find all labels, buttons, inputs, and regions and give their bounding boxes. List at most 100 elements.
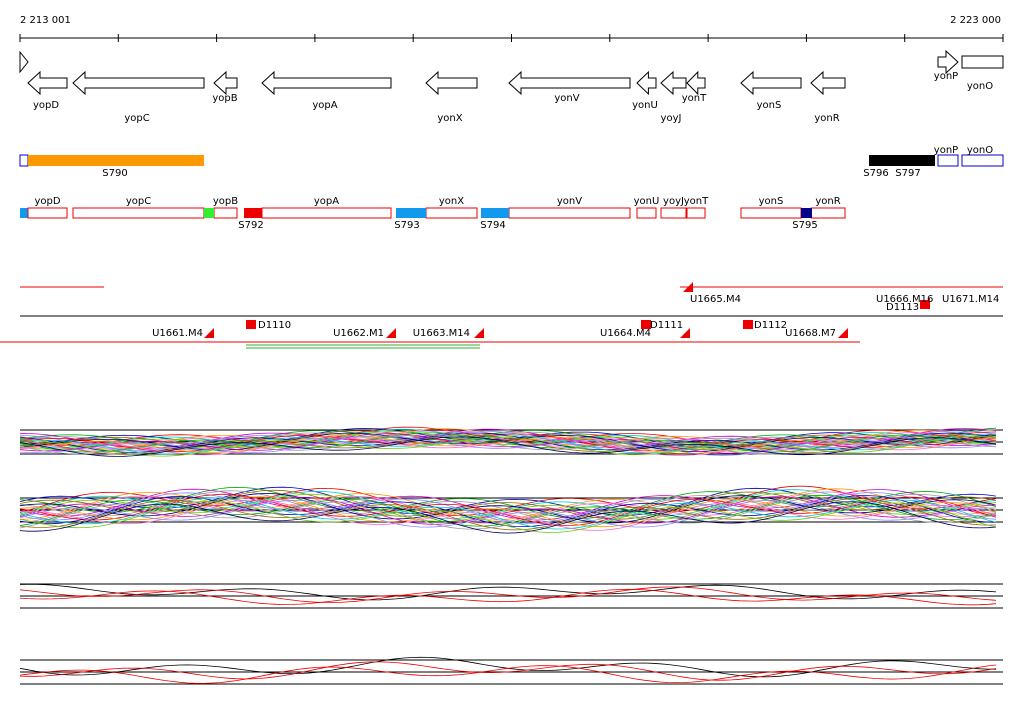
segment <box>961 154 1004 167</box>
unit-label: U1665.M4 <box>690 294 741 305</box>
expression-line <box>19 497 997 530</box>
transcript <box>261 207 392 219</box>
expression-line <box>19 431 997 452</box>
segment-label: S790 <box>102 168 127 179</box>
transcript <box>740 207 802 219</box>
gene-label: yopC <box>124 113 149 124</box>
gene-arrow <box>937 49 959 75</box>
expression-line <box>19 500 997 533</box>
transcript <box>72 207 205 219</box>
unit-label: U1663.M14 <box>413 328 470 339</box>
ruler-end: 2 223 000 <box>950 15 1001 26</box>
marker <box>204 208 214 218</box>
expression-line <box>19 586 997 604</box>
unit-label: U1671.M14 <box>942 294 999 305</box>
expression-line <box>19 432 997 453</box>
expression-line <box>19 495 997 528</box>
transcript-label: yoyJ <box>663 196 684 207</box>
marker <box>396 208 426 218</box>
unit-box <box>246 320 256 329</box>
unit-label: U1664.M4 <box>600 328 651 339</box>
transcript <box>636 207 657 219</box>
gene-arrow <box>261 70 392 96</box>
site-label: S793 <box>394 220 419 231</box>
transcript <box>660 207 687 219</box>
expression-line <box>19 434 997 455</box>
unit-flag <box>204 328 214 338</box>
transcript-label: yopD <box>34 196 60 207</box>
segment <box>28 155 204 166</box>
transcript-label: yopA <box>314 196 339 207</box>
expression-line <box>19 434 997 455</box>
transcript <box>686 207 706 219</box>
expression-line <box>19 498 997 530</box>
expression-line <box>19 435 997 456</box>
expression-line <box>19 437 997 456</box>
expression-line <box>19 664 997 684</box>
transcript <box>27 207 68 219</box>
expression-line <box>19 496 997 528</box>
gene-arrow <box>425 70 478 96</box>
unit-flag <box>683 282 693 292</box>
unit-label: U1661.M4 <box>152 328 203 339</box>
expression-line <box>19 499 997 531</box>
expression-line <box>19 486 997 519</box>
gene-label: yonP <box>934 71 958 82</box>
unit-flag <box>838 328 848 338</box>
gene-label: yopD <box>33 100 59 111</box>
expression-line <box>19 485 997 516</box>
unit-label: D1112 <box>754 320 787 331</box>
marker <box>801 208 812 218</box>
expression-line <box>19 499 997 528</box>
site-label: S795 <box>792 220 817 231</box>
gene-label: yonU <box>632 100 658 111</box>
unit-box <box>641 320 651 329</box>
transcript <box>425 207 478 219</box>
segment <box>937 154 959 167</box>
expression-line <box>19 435 997 454</box>
segment-label: S797 <box>895 168 920 179</box>
site-label: S792 <box>238 220 263 231</box>
unit-label: U1668.M7 <box>785 328 836 339</box>
unit-label: D1110 <box>258 320 291 331</box>
transcript-label: yonR <box>815 196 840 207</box>
gene-label: yonO <box>967 81 993 92</box>
strand-marker <box>19 50 29 74</box>
expression-line <box>19 496 997 525</box>
unit-label: D1111 <box>650 320 683 331</box>
unit-box <box>743 320 753 329</box>
transcript-label: yonX <box>439 196 464 207</box>
segment-label: yonP <box>934 145 958 156</box>
segment-label: yonO <box>967 145 993 156</box>
gene-label: yopB <box>212 93 237 104</box>
expression-line <box>19 656 997 678</box>
unit-flag <box>386 328 396 338</box>
gene-arrow <box>213 70 238 96</box>
gene-arrow <box>636 70 657 96</box>
unit-label: U1662.M1 <box>333 328 384 339</box>
expression-line <box>19 588 997 606</box>
transcript-label: yonT <box>684 196 709 207</box>
gene-label: yopA <box>312 100 337 111</box>
transcript <box>213 207 238 219</box>
gene-arrow <box>27 70 68 96</box>
expression-line <box>19 489 997 520</box>
expression-line <box>19 488 997 521</box>
gene-arrow <box>660 70 687 96</box>
expression-line <box>19 436 997 457</box>
unit-box <box>920 300 930 309</box>
unit-label: U1666.M16 <box>876 294 933 305</box>
transcript-label: yopC <box>126 196 151 207</box>
transcript <box>508 207 631 219</box>
segment <box>869 155 935 166</box>
site-label: S794 <box>480 220 505 231</box>
gene-label: yonS <box>757 100 782 111</box>
gene-arrow <box>961 55 1004 69</box>
expression-line <box>19 490 997 523</box>
gene-label: yonV <box>554 93 579 104</box>
gene-label: yoyJ <box>661 113 682 124</box>
expression-line <box>19 431 997 453</box>
gene-arrow <box>72 70 205 96</box>
gene-arrow <box>810 70 846 96</box>
